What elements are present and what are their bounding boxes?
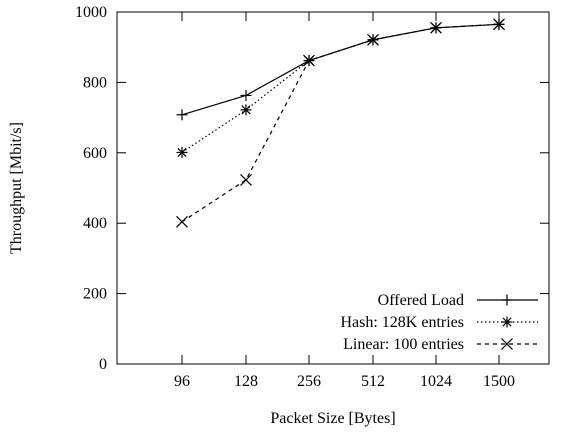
marker-stroke [502, 317, 512, 327]
tick-labels: 0 200 400 600 800 1000 96 128 256 512 1024 1500 [75, 4, 515, 390]
data-point-linear-100 [303, 54, 315, 67]
axis-ticks [117, 11, 549, 365]
plot-area-frame [116, 11, 550, 365]
y-tick-label: 600 [83, 145, 107, 162]
data-point-linear-100 [240, 173, 252, 186]
y-axis-label: Throughput [Mbit/s] [8, 122, 25, 254]
data-point-offered-load [240, 89, 252, 101]
x-tick-label: 256 [297, 373, 321, 390]
data-point-hash-128k [240, 104, 252, 116]
x-tick-label: 96 [174, 373, 190, 390]
x-tick-label: 512 [361, 373, 385, 390]
series-line-linear-100 [181, 23, 500, 223]
legend-label-hash-128k: Hash: 128K entries [340, 314, 464, 331]
marker-stroke [430, 21, 442, 34]
x-tick-label: 1500 [483, 373, 515, 390]
legend-label-offered-load: Offered Load [378, 292, 464, 309]
marker-stroke [240, 173, 252, 186]
data-point-hash-128k [176, 146, 188, 158]
y-tick-label: 200 [83, 286, 107, 303]
y-tick-label: 400 [83, 215, 107, 232]
series-layer [176, 18, 505, 228]
series-line-offered-load [181, 23, 500, 116]
x-tick-label: 1024 [420, 373, 452, 390]
marker-stroke [303, 54, 315, 67]
marker-stroke [367, 33, 379, 46]
series-line-hash-128k [181, 23, 500, 153]
legend: Offered Load Hash: 128K entries Linear: 10… [340, 292, 538, 353]
x-axis-label: Packet Size [Bytes] [270, 410, 395, 427]
legend-marker-linear-100 [501, 338, 513, 350]
legend-marker-hash-128k [501, 316, 513, 328]
y-tick-label: 0 [99, 356, 107, 373]
marker-stroke [241, 105, 251, 115]
legend-label-linear-100: Linear: 100 entries [343, 336, 464, 353]
data-point-linear-100 [430, 21, 442, 34]
data-point-linear-100 [176, 215, 188, 228]
data-point-linear-100 [493, 18, 505, 31]
legend-marker-offered-load [501, 294, 513, 306]
marker-stroke [177, 147, 187, 157]
x-tick-label: 128 [234, 373, 258, 390]
marker-stroke [501, 338, 513, 350]
y-tick-label: 800 [83, 74, 107, 91]
marker-stroke [176, 215, 188, 228]
data-point-offered-load [176, 109, 188, 121]
y-tick-label: 1000 [75, 4, 107, 21]
marker-stroke [493, 18, 505, 31]
data-point-linear-100 [367, 33, 379, 46]
